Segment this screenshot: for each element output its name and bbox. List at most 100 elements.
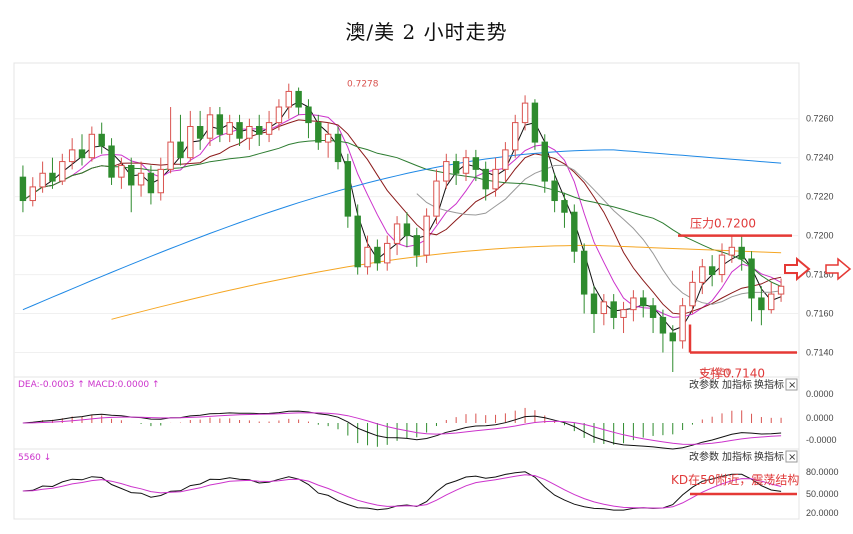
candle-body: [600, 301, 608, 315]
price-ytick-5: 0.7160: [806, 309, 834, 319]
candle-body: [718, 254, 726, 276]
macd-ytick-1: 0.0000: [806, 413, 834, 423]
ma-orange-line: [111, 244, 782, 320]
close-icon-frame[interactable]: [785, 378, 798, 391]
ma-magenta-line: [22, 113, 782, 318]
candle-body: [265, 122, 273, 135]
candle-body: [669, 332, 676, 342]
close-icon[interactable]: ×: [788, 380, 796, 391]
candle-body: [187, 126, 194, 159]
page-title: 澳/美 2 小时走势: [345, 20, 508, 44]
support-label: 支撑0.7140: [699, 366, 765, 381]
candle-body: [118, 164, 125, 178]
candle-body: [295, 90, 302, 108]
kd-d-line: [22, 474, 782, 509]
candle-body: [196, 126, 204, 139]
candle-body: [561, 200, 568, 213]
candle-body: [236, 122, 243, 139]
candle-body: [659, 316, 667, 334]
switch-indicator-button[interactable]: 换指标: [754, 378, 784, 391]
candle-body: [689, 281, 696, 307]
candle-body: [19, 176, 27, 202]
candle-body: [147, 172, 155, 194]
candle-body: [59, 161, 66, 182]
candle-body: [78, 149, 86, 159]
candle-body: [413, 235, 420, 256]
candle-body: [275, 106, 283, 124]
kd-add-indicator-button[interactable]: 加指标: [722, 450, 752, 463]
candle-body: [285, 90, 292, 108]
kd-k-line: [22, 471, 782, 511]
candle-body: [246, 126, 253, 139]
kd-close-icon-frame[interactable]: [785, 450, 798, 463]
kd-panel-buttons: 改参数 加指标 换指标 ×: [689, 450, 798, 463]
change-params-button[interactable]: 改参数: [689, 378, 719, 391]
kd-annotation: KD在50附近，震荡结构: [671, 472, 799, 487]
candlestick-series: [19, 83, 785, 372]
candle-body: [128, 164, 135, 186]
candle-body: [324, 133, 332, 143]
high-price-label: 0.7278: [347, 80, 379, 90]
candle-body: [256, 126, 263, 135]
candle-body: [29, 186, 36, 202]
candle-body: [315, 122, 322, 143]
macd-dif-line: [22, 410, 782, 450]
candle-body: [728, 246, 736, 256]
kd-close-icon[interactable]: ×: [788, 452, 796, 463]
ma-black-line: [22, 101, 782, 331]
candle-body: [108, 145, 115, 178]
candle-body: [472, 157, 480, 170]
candle-body: [423, 215, 430, 256]
macd-label: DEA:-0.0003 ↑ MACD:0.0000 ↑: [18, 380, 160, 390]
candle-body: [206, 114, 214, 139]
candle-body: [393, 223, 401, 244]
macd-dea-line: [22, 412, 782, 445]
candle-body: [334, 133, 342, 163]
candle-body: [590, 293, 598, 315]
add-indicator-button[interactable]: 加指标: [722, 378, 752, 391]
candle-body: [443, 161, 450, 182]
price-ytick-6: 0.7140: [806, 348, 834, 358]
moving-average-lines: [22, 101, 782, 331]
candle-body: [39, 172, 46, 188]
candle-body: [699, 266, 706, 283]
candle-body: [137, 172, 145, 186]
candle-body: [364, 246, 371, 268]
candle-body: [452, 161, 460, 174]
candle-body: [482, 168, 489, 190]
candle-body: [462, 157, 470, 174]
price-ytick-0: 0.7260: [806, 114, 834, 124]
kd-change-params-button[interactable]: 改参数: [689, 450, 719, 463]
candle-body: [49, 172, 56, 182]
macd-ytick-0: 0.0000: [806, 389, 834, 399]
candle-body: [571, 211, 578, 252]
candle-body: [88, 133, 96, 159]
candle-body: [384, 242, 391, 264]
candle-body: [433, 180, 440, 217]
candle-body: [738, 246, 745, 260]
candle-body: [68, 149, 76, 163]
kd-panel-frame: [13, 448, 800, 520]
candle-body: [374, 246, 381, 264]
candle-body: [512, 122, 519, 151]
candle-body: [305, 106, 312, 124]
price-axis: 0.7260 0.7240 0.7220 0.7200 0.7180 0.7160 0.71…: [806, 114, 834, 358]
candle-body: [620, 309, 627, 318]
resistance-label: 压力0.7200: [690, 217, 756, 231]
ma-green-line: [22, 140, 782, 287]
candle-body: [354, 215, 361, 268]
macd-ytick-2: -0.0000: [806, 435, 837, 445]
right-arrow-icon-outer: [825, 257, 852, 281]
candle-body: [580, 250, 588, 295]
price-grid: [14, 118, 799, 354]
candle-body: [610, 301, 617, 318]
candle-body: [344, 161, 352, 217]
kd-switch-indicator-button[interactable]: 换指标: [754, 450, 784, 463]
candle-body: [167, 141, 174, 170]
candle-body: [216, 114, 224, 135]
candle-body: [768, 293, 775, 311]
candle-body: [521, 102, 529, 124]
candle-body: [502, 149, 509, 170]
candle-body: [177, 141, 184, 159]
